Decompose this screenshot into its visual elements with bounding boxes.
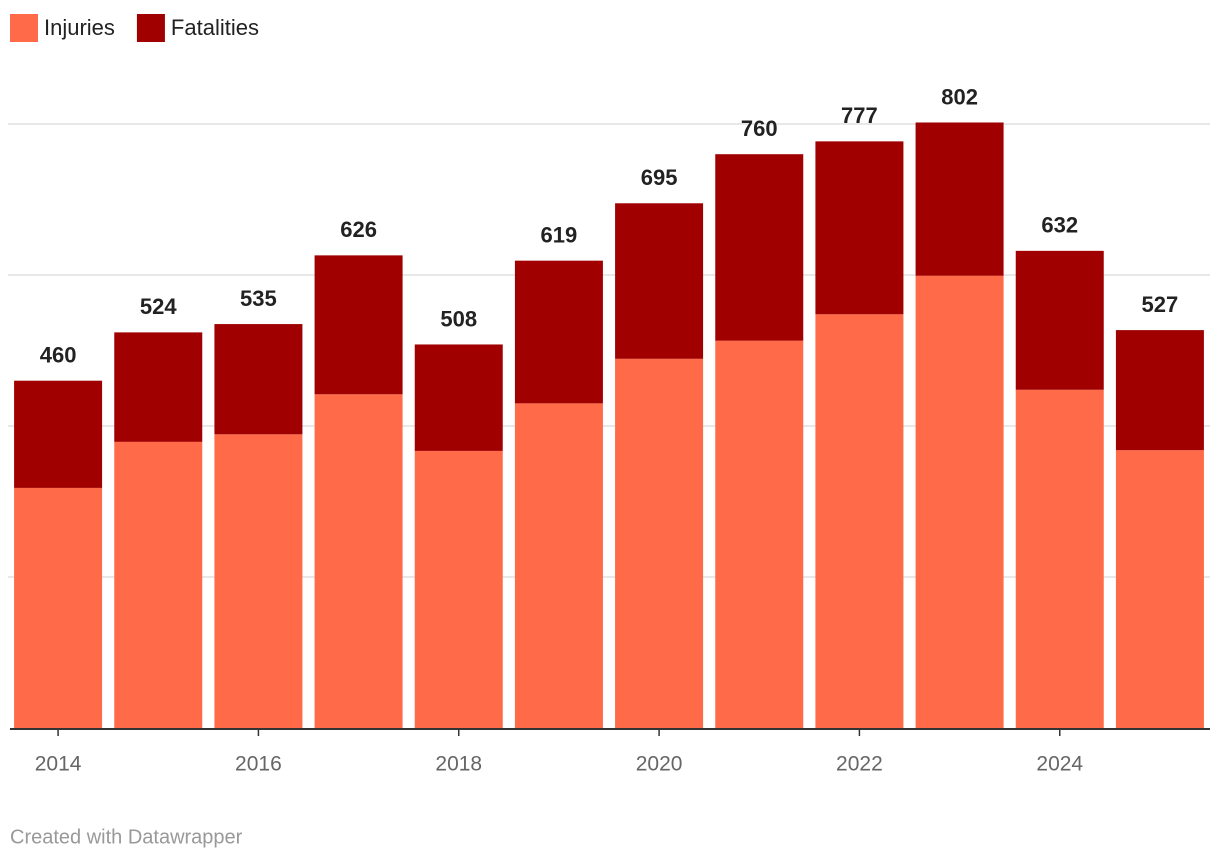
total-label: 508: [440, 306, 477, 331]
bar-segment: [514, 260, 603, 404]
total-label: 802: [941, 84, 978, 109]
total-label: 524: [140, 294, 177, 319]
legend-label: Fatalities: [171, 15, 259, 40]
legend-label: Injuries: [44, 15, 115, 40]
total-label: 535: [240, 286, 277, 311]
bar-segment: [1115, 330, 1204, 451]
bar-segment: [314, 255, 403, 395]
x-tick-label: 2018: [435, 753, 482, 776]
bar-segment: [114, 441, 203, 728]
bar-segment: [1015, 250, 1104, 390]
bar-segment: [214, 324, 303, 435]
total-label: 777: [841, 103, 878, 128]
bar-segment: [14, 380, 103, 488]
x-tick-label: 2020: [636, 753, 683, 776]
x-tick-label: 2016: [235, 753, 282, 776]
total-label: 527: [1142, 292, 1179, 317]
bar-segment: [815, 314, 904, 728]
total-label: 760: [741, 116, 778, 141]
bar-segment: [915, 275, 1004, 728]
bar-segment: [615, 203, 704, 359]
x-tick-label: 2014: [35, 753, 82, 776]
bar-segment: [1115, 450, 1204, 728]
total-label: 619: [541, 222, 578, 247]
bar-segment: [1015, 389, 1104, 728]
bar-segment: [414, 344, 503, 451]
bar-segment: [14, 487, 103, 728]
bar-segment: [615, 358, 704, 728]
bar-segment: [414, 450, 503, 728]
bar-segment: [214, 434, 303, 728]
total-label: 695: [641, 165, 678, 190]
bar-segment: [815, 141, 904, 315]
legend-swatch: [136, 14, 165, 42]
total-label: 460: [40, 343, 77, 368]
bar-segment: [715, 154, 804, 341]
legend-swatch: [10, 14, 38, 42]
bar-segment: [514, 403, 603, 728]
bar-segment: [715, 340, 804, 728]
x-tick-label: 2024: [1036, 753, 1083, 776]
x-tick-label: 2022: [836, 753, 883, 776]
bar-segment: [314, 394, 403, 728]
bar-segment: [915, 122, 1004, 276]
total-label: 632: [1041, 213, 1078, 238]
total-label: 626: [340, 217, 377, 242]
bar-segment: [114, 332, 203, 442]
credit: Created with Datawrapper: [10, 826, 243, 848]
